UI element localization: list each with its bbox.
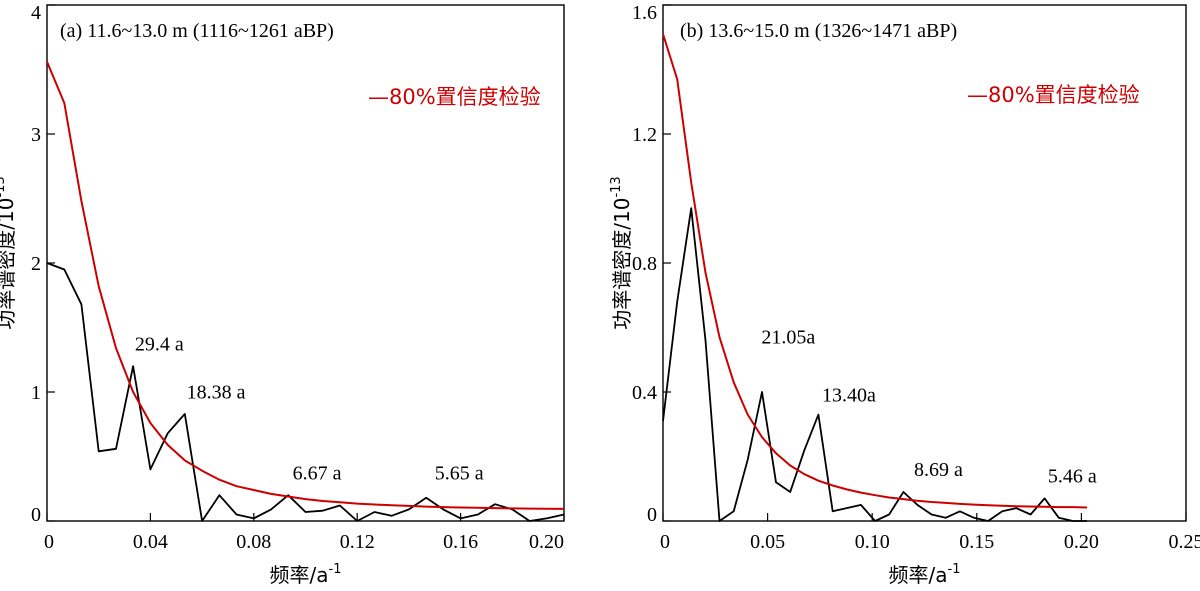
y-axis-label-sup: -13 (609, 176, 624, 197)
x-axis-label-sup: -1 (948, 562, 961, 577)
y-tick-label: 0.4 (632, 382, 657, 404)
period-annotation: 29.4 a (135, 334, 184, 356)
y-tick-label: 4 (31, 2, 41, 24)
x-axis-label: 频率/a-1 (889, 562, 961, 586)
y-tick-label: 1.6 (632, 2, 657, 24)
y-tick-label: 0.8 (632, 253, 657, 275)
x-tick-label: 0 (44, 531, 54, 553)
x-tick-label: 0 (660, 531, 670, 553)
period-annotation: 13.40a (822, 385, 876, 407)
x-tick-label: 0.20 (529, 531, 564, 553)
confidence-80-line (47, 62, 564, 509)
x-tick-label: 0.04 (133, 531, 168, 553)
x-axis-label-main: 频率/a (270, 563, 329, 586)
x-tick-label: 0.16 (443, 531, 478, 553)
legend-label: —80%置信度检验 (967, 83, 1140, 107)
y-tick-label: 0 (31, 504, 41, 526)
period-annotation: 6.67 a (293, 463, 342, 485)
y-axis-label: 功率谱密度/10-13 (609, 176, 634, 329)
x-tick-label: 0.25 (1169, 531, 1200, 553)
y-axis-label-main: 功率谱密度/10 (0, 198, 18, 330)
y-tick-label: 0 (647, 504, 657, 526)
period-annotation: 21.05a (761, 327, 815, 349)
x-tick-label: 0.08 (236, 531, 271, 553)
period-annotation: 8.69 a (914, 459, 963, 481)
panel-title: (b) 13.6~15.0 m (1326~1471 aBP) (680, 20, 957, 42)
plot-frame (47, 5, 564, 521)
panel-title: (a) 11.6~13.0 m (1116~1261 aBP) (60, 20, 334, 42)
period-annotation: 5.46 a (1048, 465, 1097, 487)
chart-panel-b: 0 0.05 0.10 0.15 0.20 0.25 0 0.4 0.8 1.2 1.6 21.05a… (609, 2, 1200, 586)
x-tick-label: 0.10 (855, 531, 890, 553)
y-axis-label-sup: -13 (0, 176, 8, 197)
x-axis-label-main: 频率/a (889, 563, 948, 586)
y-axis-label-main: 功率谱密度/10 (610, 198, 634, 330)
x-axis-label-sup: -1 (329, 562, 342, 577)
period-annotation: 18.38 a (187, 381, 246, 403)
y-tick-label: 1.2 (632, 124, 657, 146)
x-tick-label: 0.05 (750, 531, 785, 553)
period-annotation: 5.65 a (435, 463, 484, 485)
x-tick-label: 0.12 (340, 531, 375, 553)
y-tick-label: 1 (31, 382, 41, 404)
legend-label: —80%置信度检验 (368, 85, 541, 109)
y-tick-label: 2 (31, 253, 41, 275)
y-axis-label: 功率谱密度/10-13 (0, 176, 18, 329)
x-axis-label: 频率/a-1 (270, 562, 342, 586)
chart-panel-a: 0 0.04 0.08 0.12 0.16 0.20 0 1 2 3 4 29.4 a 18.38 a 6… (0, 2, 564, 586)
power-spectrum-line (663, 208, 1087, 521)
x-tick-label: 0.15 (959, 531, 994, 553)
x-tick-label: 0.20 (1064, 531, 1099, 553)
y-tick-label: 3 (31, 124, 41, 146)
